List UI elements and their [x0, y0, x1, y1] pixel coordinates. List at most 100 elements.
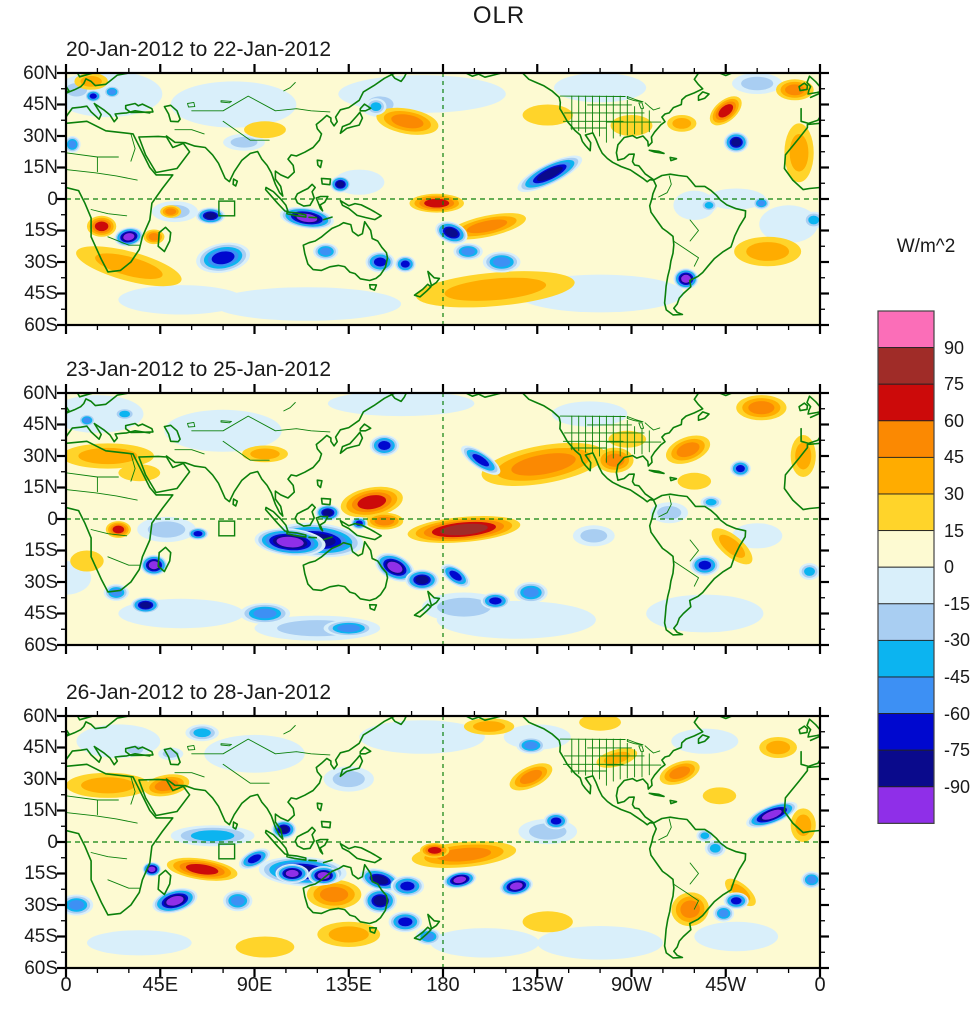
anomaly-blob — [86, 930, 192, 956]
anomaly-blob — [762, 809, 782, 820]
border-path — [626, 416, 644, 423]
coastline-path — [294, 183, 316, 207]
anomaly-blob — [123, 233, 135, 241]
anomaly-blob — [694, 921, 779, 952]
colorbar-swatch — [877, 310, 935, 349]
anomaly-blob — [193, 728, 211, 738]
border-path — [644, 422, 661, 431]
coastline-path — [232, 821, 239, 830]
anomaly-blob — [89, 93, 97, 99]
border-path — [107, 236, 140, 246]
coastline-path — [316, 479, 323, 489]
coastline-path — [320, 497, 332, 506]
border-path — [283, 725, 296, 735]
lat-tick-label: 30S — [24, 251, 58, 273]
anomaly-blob — [118, 285, 245, 315]
anomaly-blob — [370, 102, 382, 111]
coastlines — [66, 393, 820, 636]
coastline-path — [809, 92, 820, 99]
border-path — [90, 529, 128, 537]
lat-tick-label: 45S — [24, 926, 58, 947]
border-path — [672, 560, 699, 587]
coastline-path — [615, 393, 704, 501]
coastline-path — [316, 159, 323, 169]
anomaly-blob — [718, 909, 729, 918]
anomaly-blob — [81, 777, 135, 794]
coastline-path — [669, 476, 678, 482]
coastline-path — [339, 199, 382, 221]
coastline-path — [648, 149, 665, 155]
anomaly-blob — [424, 198, 450, 208]
anomaly-blob — [522, 911, 573, 933]
coastline-path — [157, 869, 172, 896]
anomaly-blob — [437, 597, 491, 617]
border-path — [191, 738, 331, 756]
colorbar-tick-label: -60 — [944, 703, 971, 724]
border-path — [942, 102, 949, 107]
reference-box — [218, 200, 236, 217]
coastline-path — [66, 120, 174, 273]
coastline-path — [798, 402, 809, 412]
anomaly-blob — [709, 843, 721, 853]
lat-tick-label: 60N — [23, 62, 58, 84]
coastline-path — [165, 393, 396, 517]
colorbar-swatch — [877, 639, 935, 678]
lat-tick-label: 0 — [47, 831, 58, 853]
coastline-path — [294, 503, 316, 527]
anomaly-blob — [230, 136, 258, 148]
anomaly-blob — [748, 401, 775, 415]
anomaly-blob — [466, 219, 508, 234]
anomaly-blob — [795, 442, 812, 470]
anomaly-blob — [387, 561, 403, 573]
lat-tick-label: 30S — [24, 894, 58, 916]
border-path — [187, 744, 196, 751]
coastline-path — [163, 424, 181, 443]
coastline-path — [339, 519, 382, 541]
anomaly-blob — [253, 608, 277, 619]
coastline-path — [157, 546, 172, 573]
border-path — [658, 495, 672, 518]
map-panel-1-canvas — [57, 64, 829, 334]
colorbar-tick-label: -15 — [944, 593, 971, 614]
lat-tick-label: 15N — [23, 477, 58, 498]
anomaly-blob — [669, 766, 691, 780]
coastline-path — [339, 431, 364, 455]
anomaly-blob — [94, 221, 109, 232]
colorbar-swatch — [877, 493, 935, 532]
coastline-path — [165, 73, 396, 197]
coastline-path — [697, 91, 710, 102]
anomaly-blob — [472, 453, 490, 467]
border-path — [107, 879, 140, 889]
map-frame — [64, 391, 822, 647]
lat-tick-label: 60N — [23, 382, 58, 404]
lat-tick-label: 15S — [24, 540, 58, 561]
border-path — [658, 818, 672, 841]
border-path — [638, 422, 645, 429]
map-panel-2-canvas — [57, 384, 829, 654]
anomaly-blob — [337, 624, 361, 633]
border-path — [689, 219, 699, 242]
anomaly-blob — [83, 417, 91, 424]
map-panel-3 — [57, 707, 829, 977]
lon-tick-label: 90E — [236, 974, 273, 996]
anomaly-blob — [374, 516, 395, 526]
anomaly-blob — [677, 472, 712, 490]
anomaly-blob — [523, 587, 539, 598]
colorbar-tick-label: -90 — [944, 776, 971, 797]
border-path — [819, 795, 820, 797]
coastline-path — [521, 73, 655, 183]
panel-title-3: 26-Jan-2012 to 28-Jan-2012 — [66, 681, 332, 704]
border-path — [191, 415, 331, 433]
coastline-path — [45, 726, 53, 734]
anomaly-blob — [718, 534, 746, 558]
anomaly-blob — [705, 498, 717, 506]
anomaly-blob — [139, 601, 152, 609]
coastline-path — [912, 870, 925, 894]
coastline-path — [809, 735, 820, 742]
border-path — [819, 152, 820, 154]
anomaly-blob — [328, 926, 369, 943]
coastline-path — [294, 826, 316, 850]
coastline-path — [359, 423, 372, 432]
anomaly-blob — [166, 895, 184, 906]
